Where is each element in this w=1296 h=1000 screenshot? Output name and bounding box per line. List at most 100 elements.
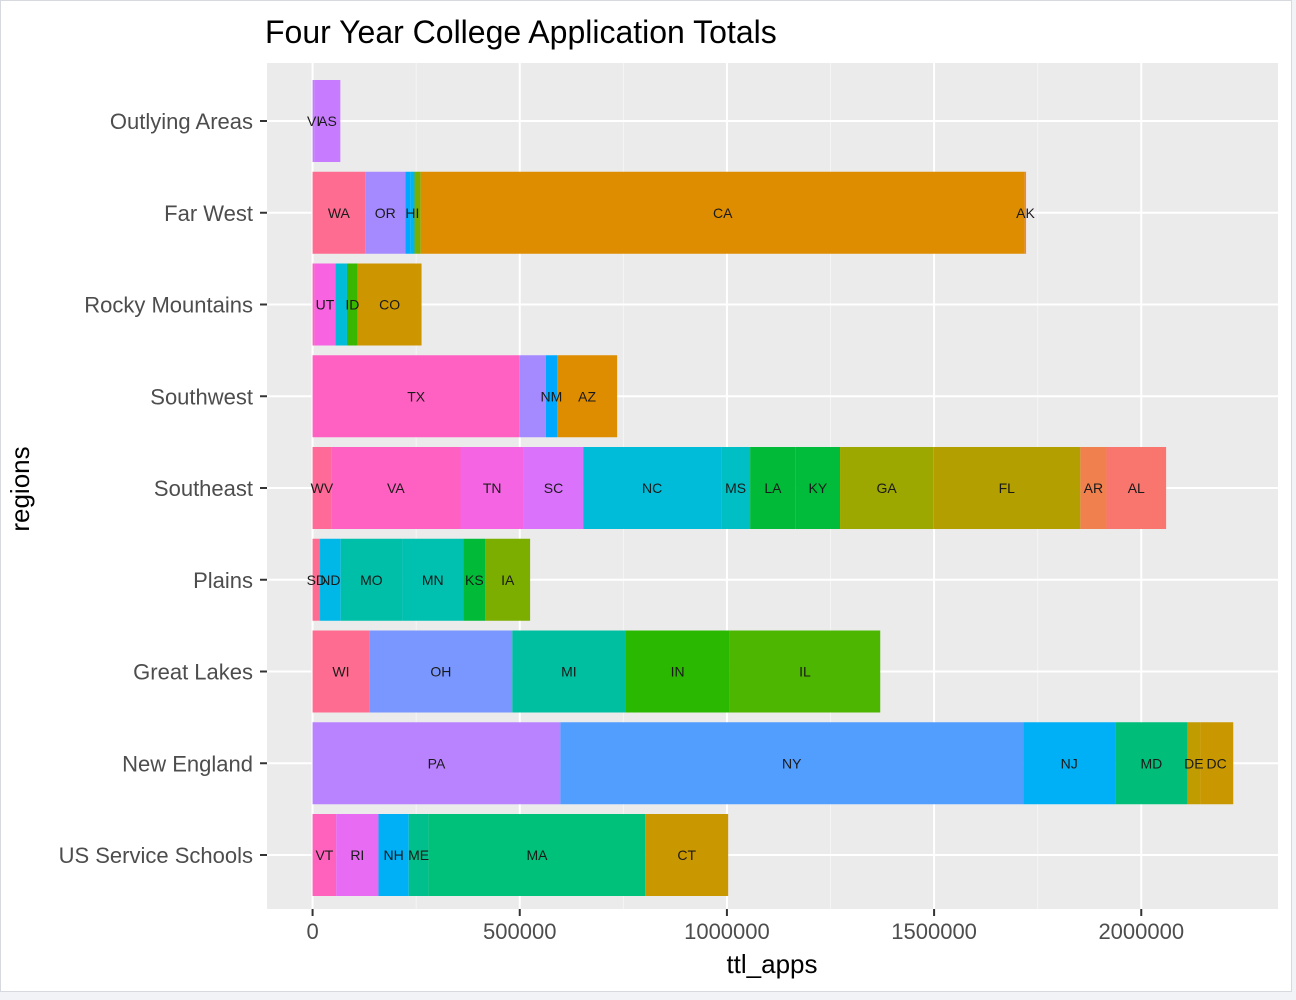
segment-label: NC: [642, 480, 662, 496]
bar-segment: [463, 538, 486, 621]
bar-segment: [335, 263, 347, 346]
segment-label: IN: [671, 664, 685, 680]
bar-segment: [312, 814, 337, 896]
segment-label: UT: [316, 297, 335, 313]
y-tick-label: Southwest: [150, 384, 253, 409]
bar-segment: [1115, 722, 1188, 805]
bar-segment: [545, 355, 558, 438]
segment-label: SC: [544, 480, 563, 496]
bar-segment: [402, 538, 464, 621]
bar-segment: [583, 447, 722, 529]
segment-label: CA: [713, 205, 733, 221]
segment-label: LA: [764, 480, 782, 496]
x-tick-label: 500000: [483, 919, 556, 944]
bar-segment: [750, 447, 796, 529]
y-tick-label: Outlying Areas: [110, 109, 253, 134]
bar-group: WA OR HI CA AK: [312, 171, 1035, 254]
segment-label: KY: [809, 480, 828, 496]
bar-segment: [312, 80, 315, 162]
segment-label: GA: [877, 480, 898, 496]
bar-segment: [428, 814, 646, 896]
segment-label: NJ: [1061, 755, 1078, 771]
bar-segment: [340, 538, 403, 621]
segment-label: MN: [422, 572, 444, 588]
bar-segment: [314, 263, 336, 346]
bar-group: PA NY NJ MD DE DC: [312, 722, 1234, 805]
bar-group: VT RI NH ME MA CT: [312, 814, 729, 896]
segment-label: NH: [383, 847, 403, 863]
bar-segment: [320, 538, 341, 621]
bar-segment: [414, 171, 421, 254]
bar-segment: [560, 722, 1024, 805]
bar-segment: [1023, 722, 1116, 805]
x-tick-label: 1000000: [684, 919, 770, 944]
bar-segment: [365, 171, 406, 254]
bar-group: WI OH MI IN IL: [312, 630, 881, 713]
segment-label: ME: [408, 847, 429, 863]
bar-group: WV VA TN SC NC MS LA KY GA FL AR AL: [311, 447, 1167, 529]
segment-label: TX: [407, 388, 426, 404]
segment-label: HI: [405, 205, 419, 221]
segment-label: WV: [311, 480, 334, 496]
segment-label: SD: [307, 572, 326, 588]
segment-label: PA: [428, 755, 446, 771]
segment-label: MA: [526, 847, 548, 863]
segment-label: DC: [1207, 755, 1227, 771]
segment-label: VT: [315, 847, 333, 863]
bar-segment: [512, 630, 626, 713]
bar-segment: [312, 263, 315, 346]
bar-segment: [405, 171, 411, 254]
bar-segment: [357, 263, 422, 346]
bar-segment: [519, 355, 546, 438]
bar-group: UT ID CO: [312, 263, 422, 346]
bar-segment: [312, 722, 561, 805]
segment-label: VI: [307, 113, 320, 129]
bar-segment: [312, 355, 520, 438]
y-axis-labels: Outlying Areas Far West Rocky Mountains Sou…: [59, 109, 267, 868]
bar-segment: [460, 447, 524, 529]
x-tick-label: 0: [306, 919, 318, 944]
bar-segment: [336, 814, 379, 896]
bar-segment: [933, 447, 1081, 529]
segment-label: MD: [1141, 755, 1163, 771]
segment-label: AK: [1016, 205, 1035, 221]
y-tick-label: Far West: [164, 201, 253, 226]
segment-label: ID: [345, 297, 359, 313]
segment-label: CT: [677, 847, 696, 863]
segment-label: FL: [999, 480, 1016, 496]
y-tick-label: US Service Schools: [59, 843, 253, 868]
segment-label: CO: [379, 297, 400, 313]
segment-label: DE: [1184, 755, 1203, 771]
bar-segment: [625, 630, 730, 713]
segment-label: TN: [483, 480, 502, 496]
x-axis-title: ttl_apps: [726, 949, 817, 979]
y-tick-label: New England: [122, 751, 253, 776]
bar-segment: [410, 171, 415, 254]
segment-label: IA: [501, 572, 515, 588]
segment-label: ND: [320, 572, 340, 588]
bar-segment: [1187, 722, 1201, 805]
segment-label: MS: [725, 480, 746, 496]
segment-label: AS: [318, 113, 337, 129]
segment-label: VA: [387, 480, 405, 496]
segment-label: MO: [360, 572, 383, 588]
bar-segment: [840, 447, 934, 529]
segment-label: OH: [430, 664, 451, 680]
segment-label: IL: [799, 664, 811, 680]
bar-segment: [314, 80, 341, 162]
bar-segment: [1024, 171, 1027, 254]
bar-segment: [312, 538, 321, 621]
x-tick-label: 1500000: [891, 919, 977, 944]
bar-segment: [346, 263, 358, 346]
x-axis-labels: 0 500000 1000000 1500000 2000000: [306, 909, 1184, 944]
bar-segment: [523, 447, 584, 529]
bar-segment: [420, 171, 1025, 254]
bar-segment: [729, 630, 881, 713]
x-tick-label: 2000000: [1098, 919, 1184, 944]
bar-segment: [312, 171, 366, 254]
bar-segment: [1080, 447, 1107, 529]
bar-segment: [378, 814, 409, 896]
bar-segment: [312, 447, 332, 529]
y-axis-title: regions: [5, 446, 35, 531]
